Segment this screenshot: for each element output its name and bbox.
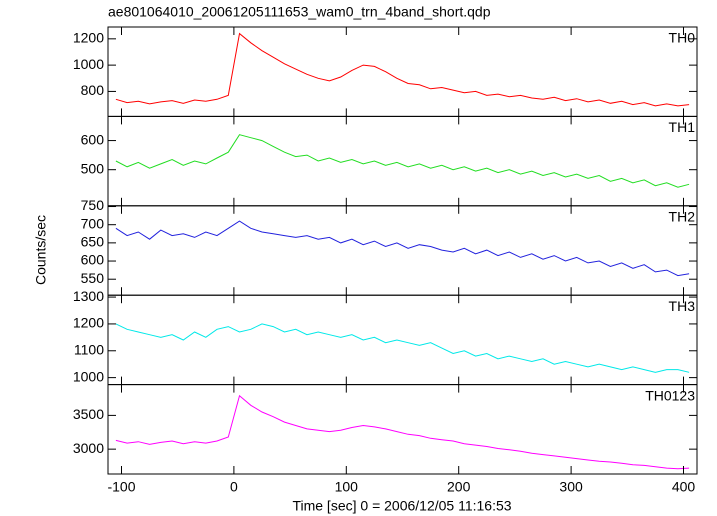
x-tick-label: 200 bbox=[447, 479, 471, 495]
panel-frame bbox=[107, 294, 698, 386]
y-tick-label: 500 bbox=[81, 160, 105, 176]
light-curve bbox=[115, 394, 690, 470]
light-curve bbox=[115, 323, 690, 373]
panel-label: TH2 bbox=[669, 209, 696, 225]
panel-frame bbox=[107, 205, 698, 296]
panel-label: TH0 bbox=[669, 30, 696, 46]
panel-label: TH0123 bbox=[645, 387, 695, 403]
y-tick-label: 550 bbox=[81, 270, 105, 286]
x-tick-label: 100 bbox=[335, 479, 359, 495]
panel-label: TH3 bbox=[669, 298, 696, 314]
x-tick-label: 0 bbox=[230, 479, 238, 495]
y-tick-label: 650 bbox=[81, 234, 105, 250]
light-curve bbox=[115, 134, 690, 188]
chart-title: ae801064010_20061205111653_wam0_trn_4ban… bbox=[108, 4, 491, 20]
panel-label: TH1 bbox=[669, 119, 696, 135]
y-tick-label: 1200 bbox=[73, 30, 104, 46]
y-tick-label: 1000 bbox=[73, 368, 104, 384]
light-curve bbox=[115, 32, 690, 107]
y-tick-label: 1200 bbox=[73, 315, 104, 331]
y-tick-label: 1000 bbox=[73, 56, 104, 72]
y-tick-label: 700 bbox=[81, 215, 105, 231]
panel-frame bbox=[107, 384, 698, 475]
y-tick-label: 3500 bbox=[73, 406, 104, 422]
y-tick-label: 600 bbox=[81, 131, 105, 147]
y-tick-label: 600 bbox=[81, 252, 105, 268]
y-tick-label: 3000 bbox=[73, 440, 104, 456]
x-axis-label: Time [sec] 0 = 2006/12/05 11:16:53 bbox=[292, 498, 511, 514]
x-tick-label: 400 bbox=[672, 479, 696, 495]
x-tick-label: -100 bbox=[107, 479, 135, 495]
y-tick-label: 800 bbox=[81, 82, 105, 98]
y-axis-label: Counts/sec bbox=[33, 215, 49, 285]
y-tick-label: 1100 bbox=[74, 341, 104, 357]
y-tick-label: 1300 bbox=[73, 288, 104, 304]
light-curve bbox=[115, 220, 690, 277]
x-tick-label: 300 bbox=[559, 479, 583, 495]
y-tick-label: 750 bbox=[81, 197, 105, 213]
